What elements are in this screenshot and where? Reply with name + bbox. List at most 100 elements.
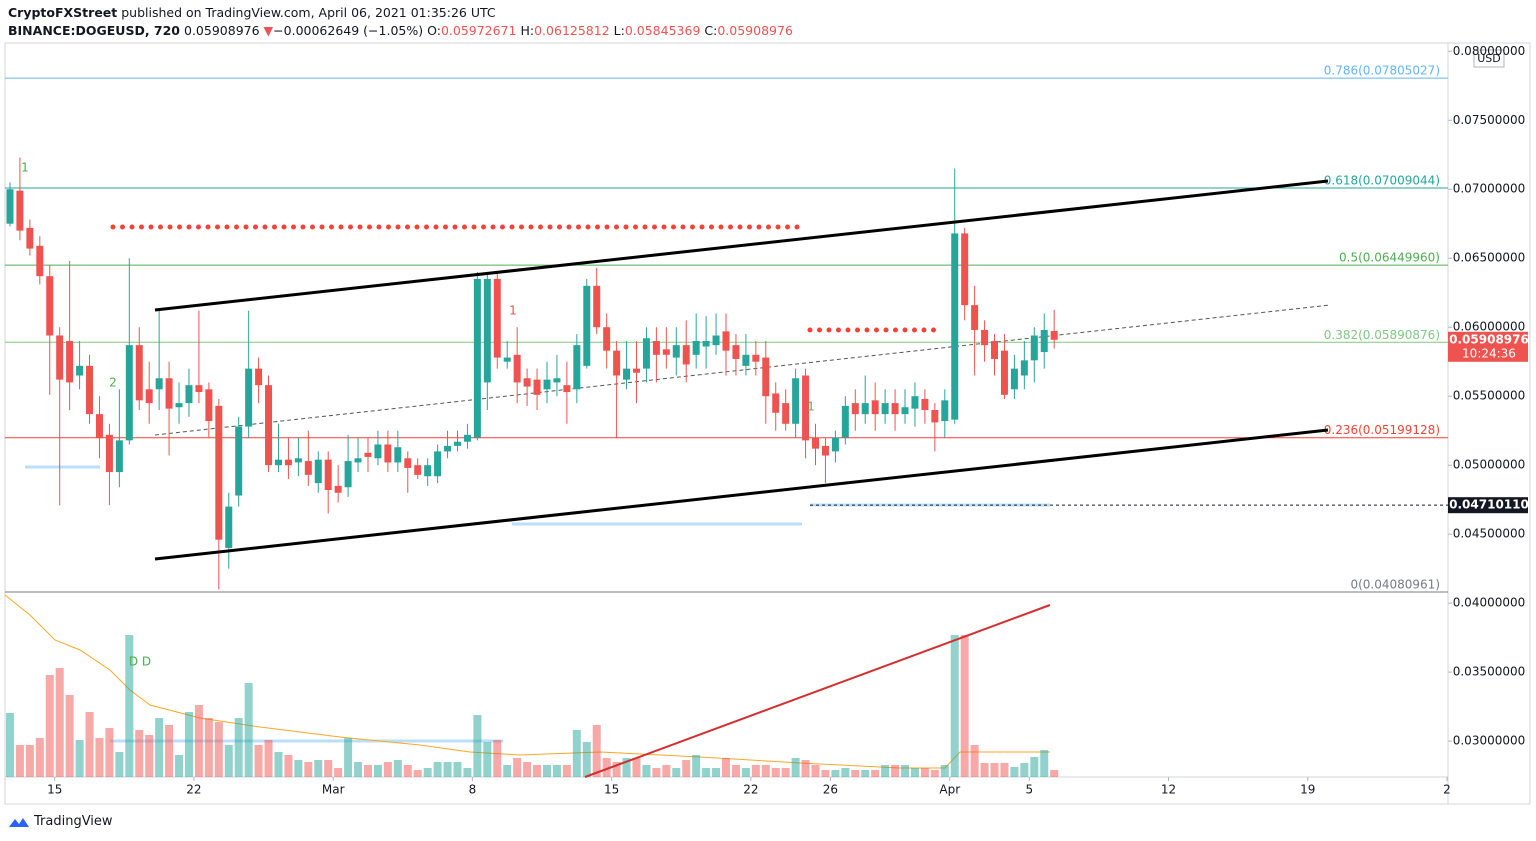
candle-body xyxy=(702,341,710,347)
candle-body xyxy=(105,434,113,473)
volume-bar xyxy=(930,770,939,777)
volume-bar xyxy=(731,765,740,777)
candle-body xyxy=(931,410,939,423)
x-tick-label: 5 xyxy=(1026,783,1034,797)
candle-body xyxy=(195,385,203,393)
candle-body xyxy=(225,506,233,548)
candle-body xyxy=(772,393,780,413)
candle-body xyxy=(672,345,680,358)
overlays: 1 2 1 1 D D USD 0.04710110 0.0590897610:2… xyxy=(21,49,1529,778)
candle-body xyxy=(175,403,183,408)
drawings: 0.786(0.07805027) 0.618(0.07009044) 0.5(0.… xyxy=(4,64,1448,777)
candle-body xyxy=(374,444,382,459)
y-tick-label: 0.05000000 xyxy=(1453,458,1526,472)
channel-lower xyxy=(154,428,1329,561)
volume-bar xyxy=(960,635,969,777)
volume-bar xyxy=(811,765,820,777)
volume-bar xyxy=(224,745,233,777)
candle-body xyxy=(961,233,969,306)
candle-body xyxy=(792,378,800,424)
candle-body xyxy=(981,329,989,346)
candle-body xyxy=(265,385,273,466)
volume-bar xyxy=(672,768,681,777)
volume-bar xyxy=(254,745,263,777)
l-value: 0.05845369 xyxy=(624,23,701,38)
volume-bar xyxy=(15,745,24,777)
x-tick-label: Mar xyxy=(322,783,345,797)
x-tick-label: 15 xyxy=(47,783,62,797)
volume-bar xyxy=(433,762,442,777)
volume-bar xyxy=(552,765,561,777)
x-tick-label: 19 xyxy=(1300,783,1315,797)
brand: TradingView xyxy=(34,814,113,829)
y-tick-label: 0.04000000 xyxy=(1453,596,1526,610)
candle-body xyxy=(115,440,123,473)
volume-bar xyxy=(1020,763,1029,777)
x-tick-label: 12 xyxy=(1161,783,1176,797)
x-tick-label: 26 xyxy=(823,783,838,797)
candle-body xyxy=(523,378,531,387)
fib-label: 0.5(0.06449960) xyxy=(1339,251,1440,265)
candle-body xyxy=(294,458,302,463)
candle-body xyxy=(573,345,581,390)
y-tick-label: 0.08000000 xyxy=(1453,44,1526,58)
candle-body xyxy=(245,368,253,427)
candle-body xyxy=(36,245,44,277)
candle-body xyxy=(632,368,640,373)
change: −0.00062649 (−1.05%) xyxy=(273,23,424,38)
c-value: 0.05908976 xyxy=(717,23,793,38)
y-tick-label: 0.06000000 xyxy=(1453,320,1526,334)
volume-bar xyxy=(274,752,283,777)
volume-bar xyxy=(5,713,14,777)
candle-body xyxy=(712,335,720,346)
candle-body xyxy=(821,445,829,456)
volume-bar xyxy=(562,765,571,777)
volume-bar xyxy=(65,695,74,777)
candle-body xyxy=(444,445,452,452)
candle-body xyxy=(812,437,820,449)
volume-bar xyxy=(871,770,880,777)
fib-label: 0.618(0.07009044) xyxy=(1324,174,1440,188)
candle-body xyxy=(1000,350,1008,395)
volume-bar xyxy=(165,725,174,777)
volume-bar xyxy=(294,760,303,777)
volume-bar xyxy=(194,705,203,777)
volume-bar xyxy=(602,758,611,777)
volume-bar xyxy=(1030,757,1039,777)
fib-label: 0.382(0.05890876) xyxy=(1324,328,1440,342)
volume-bar xyxy=(533,765,542,777)
volume-bar xyxy=(135,730,144,777)
volume-bar xyxy=(45,675,54,777)
channel-upper xyxy=(154,179,1329,312)
y-tick-label: 0.06500000 xyxy=(1453,251,1526,265)
volume-bar xyxy=(741,768,750,777)
x-tick-label: 22 xyxy=(186,783,201,797)
volume-bar xyxy=(363,765,372,777)
fib-label: 0(0.04080961) xyxy=(1350,577,1440,591)
candle-body xyxy=(722,331,730,351)
o-value: 0.05972671 xyxy=(440,23,517,38)
volume-bar xyxy=(25,745,34,777)
candle-body xyxy=(354,458,362,463)
currency-box xyxy=(1473,49,1505,68)
last-price-label: 0.05908976 xyxy=(1449,332,1529,346)
volume-bar xyxy=(523,762,532,777)
volume-bar xyxy=(1040,750,1049,777)
candle-body xyxy=(682,345,690,365)
volume-bar xyxy=(453,762,462,777)
logo xyxy=(9,817,29,827)
volume-bar xyxy=(234,718,243,777)
volume-bar xyxy=(920,768,929,777)
candle-body xyxy=(86,365,94,415)
candle-body xyxy=(921,398,929,410)
volume-bar xyxy=(940,765,949,777)
volume-bar xyxy=(413,770,422,777)
candle-body xyxy=(841,405,849,438)
candle-body xyxy=(493,278,501,358)
publisher: CryptoFXStreet xyxy=(8,5,118,20)
volume-bar xyxy=(304,762,313,777)
candle-body xyxy=(762,357,770,397)
frame xyxy=(4,42,1531,805)
fib-label: 0.786(0.07805027) xyxy=(1324,64,1440,78)
candle-body xyxy=(563,385,571,393)
